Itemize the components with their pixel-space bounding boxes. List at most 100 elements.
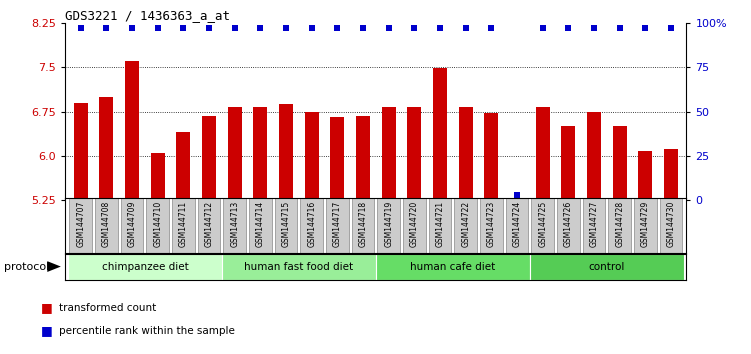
Bar (535, 107, 550, 200)
Bar (480, 198, 502, 253)
Bar (407, 107, 421, 200)
Bar (561, 126, 575, 200)
Text: GSM144727: GSM144727 (590, 201, 599, 247)
Bar (305, 112, 318, 200)
Point (126, 25, 138, 31)
Text: GSM144728: GSM144728 (615, 201, 624, 247)
Text: GSM144722: GSM144722 (461, 201, 470, 247)
Point (537, 25, 549, 31)
Bar (176, 132, 191, 200)
Bar (172, 198, 195, 253)
Text: control: control (589, 262, 625, 272)
Text: GSM144726: GSM144726 (564, 201, 573, 247)
Point (229, 25, 241, 31)
Bar (433, 68, 447, 200)
Bar (613, 126, 627, 200)
Point (152, 25, 164, 31)
Point (639, 25, 651, 31)
Text: GSM144729: GSM144729 (641, 201, 650, 247)
Text: GSM144708: GSM144708 (102, 201, 111, 247)
Text: GSM144712: GSM144712 (204, 201, 213, 247)
Bar (198, 198, 220, 253)
Bar (510, 198, 524, 200)
Point (485, 25, 497, 31)
Point (614, 25, 626, 31)
Text: GSM144725: GSM144725 (538, 201, 547, 247)
Point (101, 25, 113, 31)
Bar (376, 254, 530, 280)
Bar (125, 61, 139, 200)
Text: ■: ■ (41, 302, 53, 314)
Point (331, 25, 343, 31)
Bar (484, 113, 499, 200)
Point (280, 25, 292, 31)
Bar (95, 198, 118, 253)
Point (255, 25, 267, 31)
Bar (530, 254, 684, 280)
Text: GSM144710: GSM144710 (153, 201, 162, 247)
Text: human fast food diet: human fast food diet (244, 262, 354, 272)
Bar (326, 198, 348, 253)
Bar (69, 198, 92, 253)
Bar (151, 153, 164, 200)
Text: GSM144730: GSM144730 (667, 201, 675, 247)
Bar (253, 107, 267, 200)
Text: GSM144714: GSM144714 (256, 201, 265, 247)
Bar (532, 198, 554, 253)
Bar (202, 116, 216, 200)
Text: GSM144716: GSM144716 (307, 201, 316, 247)
Bar (638, 151, 653, 200)
Bar (121, 198, 143, 253)
Bar (429, 198, 451, 253)
Bar (583, 198, 605, 253)
Point (306, 25, 318, 31)
Point (511, 192, 523, 198)
Bar (249, 198, 272, 253)
Bar (505, 198, 528, 253)
Bar (356, 116, 370, 200)
Bar (382, 107, 396, 200)
Point (562, 25, 575, 31)
Text: ■: ■ (41, 325, 53, 337)
Bar (99, 97, 113, 200)
Text: GSM144709: GSM144709 (128, 201, 137, 247)
Text: GSM144711: GSM144711 (179, 201, 188, 247)
Bar (74, 103, 88, 200)
Bar (275, 198, 297, 253)
Point (357, 25, 369, 31)
Point (203, 25, 215, 31)
Point (588, 25, 600, 31)
Bar (330, 118, 345, 200)
Point (383, 25, 395, 31)
Bar (634, 198, 656, 253)
Point (665, 25, 677, 31)
Text: GSM144713: GSM144713 (231, 201, 240, 247)
Bar (557, 198, 580, 253)
Text: GSM144723: GSM144723 (487, 201, 496, 247)
Text: GSM144715: GSM144715 (282, 201, 291, 247)
Text: percentile rank within the sample: percentile rank within the sample (59, 326, 234, 336)
Bar (403, 198, 426, 253)
Bar (279, 104, 293, 200)
Bar (146, 198, 169, 253)
Point (75, 25, 87, 31)
Point (434, 25, 446, 31)
Text: transformed count: transformed count (59, 303, 155, 313)
Point (460, 25, 472, 31)
Bar (351, 198, 374, 253)
Bar (659, 198, 683, 253)
Text: GSM144718: GSM144718 (358, 201, 367, 247)
Text: human cafe diet: human cafe diet (410, 262, 496, 272)
Text: GSM144719: GSM144719 (385, 201, 394, 247)
Bar (664, 149, 678, 200)
Bar (228, 107, 242, 200)
Bar (587, 112, 601, 200)
Text: chimpanzee diet: chimpanzee diet (101, 262, 189, 272)
Text: GDS3221 / 1436363_a_at: GDS3221 / 1436363_a_at (65, 9, 231, 22)
Text: GSM144707: GSM144707 (77, 201, 85, 247)
Point (177, 25, 189, 31)
Bar (222, 254, 376, 280)
Bar (68, 254, 222, 280)
Text: GSM144720: GSM144720 (410, 201, 419, 247)
Bar (608, 198, 631, 253)
